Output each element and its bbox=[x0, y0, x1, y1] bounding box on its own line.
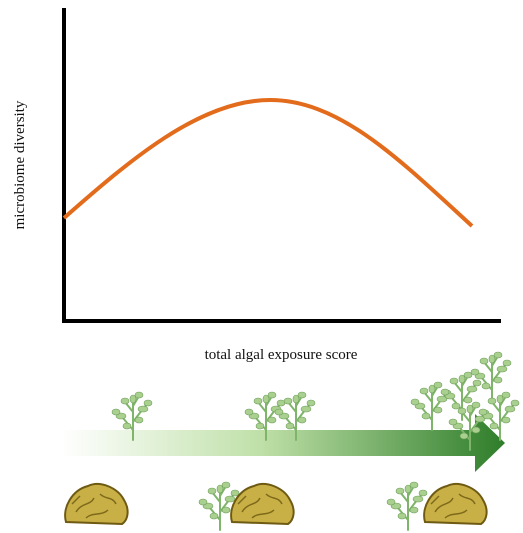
rock bbox=[423, 482, 488, 525]
rock bbox=[230, 482, 295, 525]
curve bbox=[62, 97, 474, 228]
x-axis-label: total algal exposure score bbox=[205, 347, 358, 363]
exposure-arrow bbox=[62, 414, 505, 472]
y-axis-label: microbiome diversity bbox=[12, 100, 28, 229]
alga bbox=[386, 481, 428, 531]
rock bbox=[64, 482, 129, 525]
